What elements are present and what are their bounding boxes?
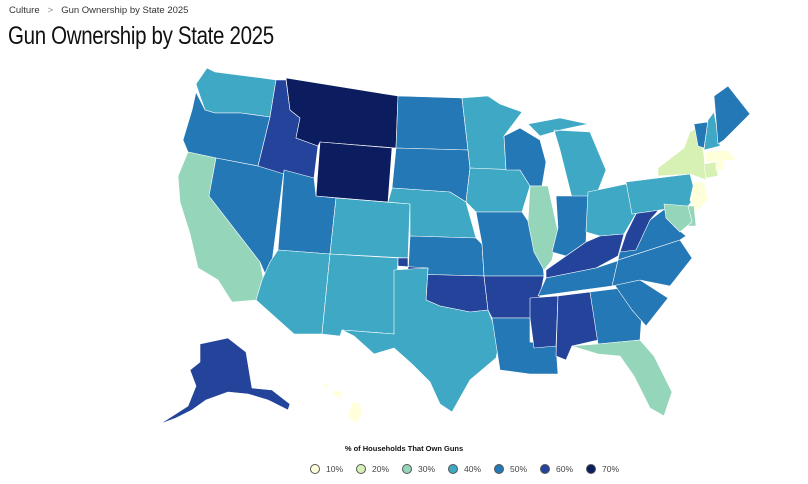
legend-item[interactable]: 30% <box>402 464 448 474</box>
legend-swatch <box>448 464 458 474</box>
state-hi[interactable] <box>321 381 363 425</box>
state-ri[interactable] <box>715 159 725 171</box>
breadcrumb-separator: > <box>47 5 54 16</box>
legend-label: 20% <box>372 464 390 474</box>
state-md[interactable] <box>663 203 693 233</box>
legend-swatch <box>310 464 320 474</box>
legend: 10% 20% 30% 40% 50% 60% 70% <box>310 464 632 474</box>
state-ma[interactable] <box>703 149 737 163</box>
state-nm[interactable] <box>321 253 399 337</box>
state-ak[interactable] <box>159 337 291 425</box>
legend-item[interactable]: 40% <box>448 464 494 474</box>
state-ms[interactable] <box>529 295 559 349</box>
legend-label: 60% <box>556 464 574 474</box>
state-mt[interactable] <box>285 77 399 149</box>
state-fl[interactable] <box>571 339 673 417</box>
breadcrumb: Culture > Gun Ownership by State 2025 <box>9 5 188 16</box>
state-co[interactable] <box>329 197 411 259</box>
legend-item[interactable]: 10% <box>310 464 356 474</box>
legend-swatch <box>586 464 596 474</box>
legend-label: 50% <box>510 464 528 474</box>
breadcrumb-link-culture[interactable]: Culture <box>9 5 40 16</box>
legend-swatch <box>356 464 366 474</box>
legend-swatch <box>494 464 504 474</box>
state-wa[interactable] <box>195 67 277 118</box>
state-il[interactable] <box>527 185 559 271</box>
breadcrumb-current: Gun Ownership by State 2025 <box>61 5 189 16</box>
state-tx[interactable] <box>341 267 501 413</box>
page-title: Gun Ownership by State 2025 <box>8 22 274 50</box>
state-nd[interactable] <box>395 95 469 151</box>
state-la[interactable] <box>491 317 559 375</box>
legend-item[interactable]: 20% <box>356 464 402 474</box>
state-ct[interactable] <box>703 161 719 179</box>
legend-swatch <box>540 464 550 474</box>
legend-item[interactable]: 50% <box>494 464 540 474</box>
legend-swatch <box>402 464 412 474</box>
state-nh[interactable] <box>703 111 721 151</box>
legend-item[interactable]: 70% <box>586 464 632 474</box>
legend-title: % of Households That Own Guns <box>344 444 464 453</box>
state-ny[interactable] <box>657 125 707 181</box>
legend-label: 30% <box>418 464 436 474</box>
legend-label: 40% <box>464 464 482 474</box>
state-me[interactable] <box>713 85 751 145</box>
legend-item[interactable]: 60% <box>540 464 586 474</box>
legend-label: 70% <box>602 464 620 474</box>
legend-label: 10% <box>326 464 344 474</box>
state-nj[interactable] <box>689 181 709 213</box>
state-wy[interactable] <box>315 141 393 203</box>
state-ia[interactable] <box>465 167 531 213</box>
